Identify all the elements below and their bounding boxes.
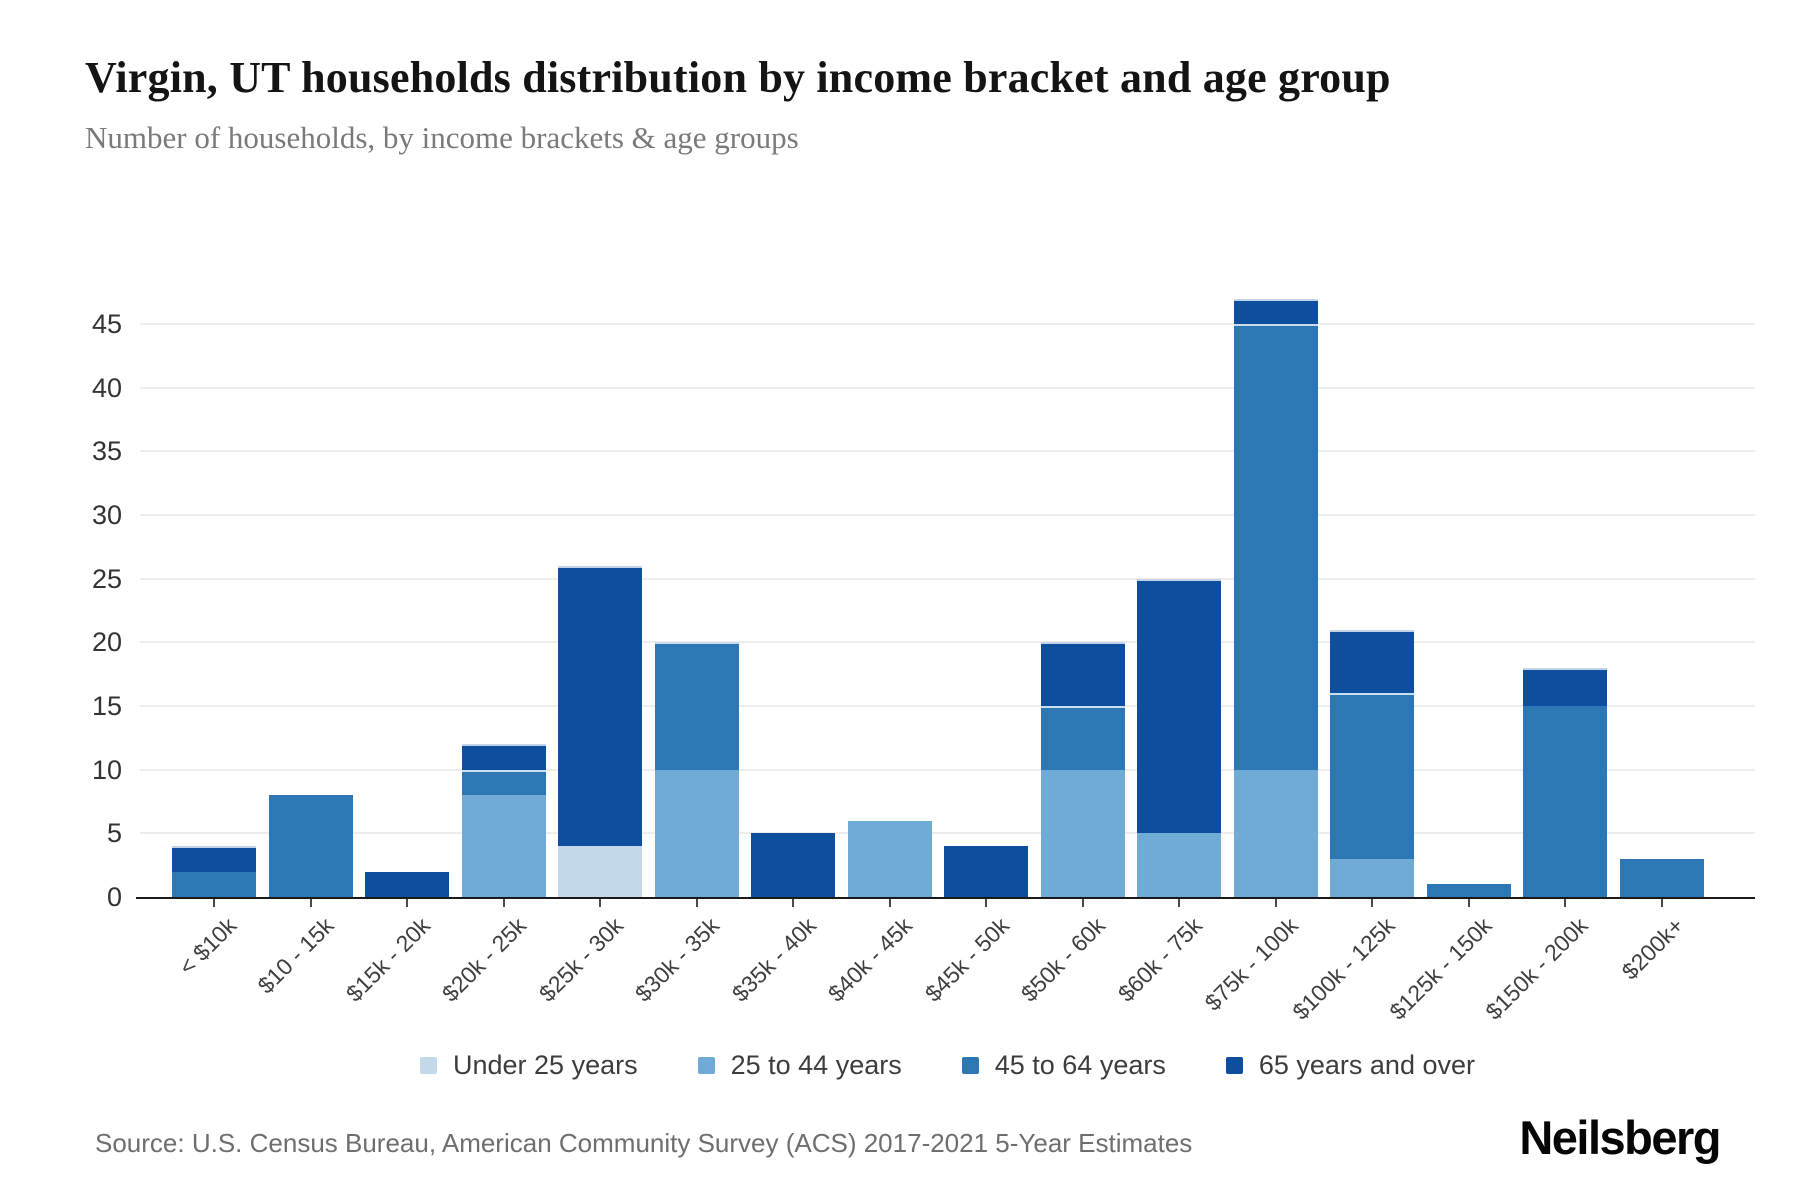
legend-label: 45 to 64 years bbox=[994, 1050, 1166, 1080]
x-axis-tick bbox=[1564, 899, 1566, 907]
x-axis-tick-label: $10 - 15k bbox=[251, 912, 339, 999]
bar-segment[interactable] bbox=[1040, 706, 1125, 770]
x-axis-tick bbox=[1274, 899, 1277, 907]
page-subtitle: Number of households, by income brackets… bbox=[85, 120, 799, 155]
x-axis-tick bbox=[309, 899, 312, 907]
x-axis-tick-label: $60k - 75k bbox=[1112, 912, 1207, 1007]
bar-segment[interactable] bbox=[365, 871, 449, 897]
x-axis-tick-label: $200k+ bbox=[1616, 912, 1690, 985]
bar-segment[interactable] bbox=[654, 769, 739, 897]
x-axis-tick-label: $35k - 40k bbox=[726, 912, 821, 1007]
x-axis-tick bbox=[1467, 899, 1470, 907]
gridline bbox=[140, 323, 1755, 326]
x-axis-tick-label: $75k - 100k bbox=[1199, 912, 1304, 1016]
legend-swatch-icon bbox=[420, 1057, 437, 1074]
legend-swatch-icon bbox=[961, 1057, 979, 1074]
y-axis-tick-label: 40 bbox=[91, 372, 122, 403]
x-axis-tick bbox=[599, 899, 601, 907]
x-axis-tick-label: $100k - 125k bbox=[1287, 912, 1400, 1025]
bar-segment[interactable] bbox=[1233, 324, 1318, 770]
legend-item[interactable]: 25 to 44 years bbox=[697, 1050, 902, 1081]
bar-segment[interactable] bbox=[461, 795, 546, 897]
gridline bbox=[140, 577, 1755, 580]
legend-item[interactable]: Under 25 years bbox=[420, 1050, 638, 1081]
gridline bbox=[140, 768, 1755, 771]
x-axis-line bbox=[136, 897, 1755, 899]
gridline bbox=[140, 705, 1755, 708]
bar-segment[interactable] bbox=[1330, 693, 1414, 859]
y-axis-tick-label: 35 bbox=[91, 436, 122, 467]
bar-segment[interactable] bbox=[1040, 769, 1125, 897]
x-axis-tick-label: $40k - 45k bbox=[822, 912, 918, 1007]
gridline bbox=[140, 514, 1755, 517]
x-axis-tick bbox=[792, 899, 794, 907]
x-axis-tick-label: $15k - 20k bbox=[340, 912, 435, 1007]
bar-segment[interactable] bbox=[1426, 884, 1511, 897]
gridline bbox=[140, 450, 1755, 453]
y-axis-tick-label: 20 bbox=[91, 627, 122, 658]
bar-segment[interactable] bbox=[172, 871, 256, 897]
x-axis-tick bbox=[406, 899, 408, 907]
x-axis-tick-label: $150k - 200k bbox=[1480, 912, 1593, 1025]
y-axis-tick-label: 25 bbox=[91, 563, 122, 594]
x-axis-tick-label: $25k - 30k bbox=[533, 912, 628, 1007]
bar-segment[interactable] bbox=[847, 820, 932, 897]
bar-segment[interactable] bbox=[1619, 858, 1704, 897]
gridline bbox=[140, 386, 1755, 389]
bar-segment[interactable] bbox=[1330, 858, 1414, 897]
x-axis-tick bbox=[502, 899, 505, 907]
bar-segment[interactable] bbox=[172, 846, 256, 872]
x-axis-tick-label: $45k - 50k bbox=[919, 912, 1014, 1007]
neilsberg-logo: Neilsberg bbox=[1519, 1111, 1721, 1164]
y-axis-tick-label: 45 bbox=[91, 309, 122, 340]
bar-segment[interactable] bbox=[1523, 667, 1607, 707]
legend-item[interactable]: 45 to 64 years bbox=[961, 1050, 1166, 1081]
y-axis-tick-label: 0 bbox=[106, 882, 122, 912]
legend-label: 25 to 44 years bbox=[730, 1050, 902, 1080]
x-axis-tick bbox=[1660, 899, 1663, 907]
x-axis-tick bbox=[985, 899, 987, 907]
page-title: Virgin, UT households distribution by in… bbox=[85, 53, 1391, 102]
legend-label: Under 25 years bbox=[453, 1050, 638, 1080]
x-axis-tick-label: $30k - 35k bbox=[629, 912, 725, 1007]
x-axis-tick bbox=[695, 899, 698, 907]
x-axis-tick-label: $125k - 150k bbox=[1383, 912, 1497, 1025]
bar-segment[interactable] bbox=[1137, 578, 1221, 834]
y-axis-tick-label: 30 bbox=[91, 500, 122, 531]
y-axis-tick-label: 5 bbox=[106, 818, 122, 849]
bar-segment[interactable] bbox=[944, 846, 1028, 897]
bar-segment[interactable] bbox=[1233, 769, 1318, 897]
source-attribution: Source: U.S. Census Bureau, American Com… bbox=[95, 1128, 1193, 1158]
y-axis-tick-label: 15 bbox=[91, 691, 122, 722]
bar-segment[interactable] bbox=[1040, 642, 1125, 707]
x-axis-tick bbox=[213, 899, 215, 907]
x-axis-tick-label: $50k - 60k bbox=[1015, 912, 1111, 1007]
x-axis-tick bbox=[1178, 899, 1180, 907]
bar-segment[interactable] bbox=[1523, 706, 1607, 897]
legend-swatch-icon bbox=[697, 1057, 715, 1074]
x-axis-tick-label: $20k - 25k bbox=[436, 912, 532, 1007]
bar-segment[interactable] bbox=[461, 769, 546, 796]
x-axis-tick-label: < $10k bbox=[174, 912, 242, 980]
chart-legend: Under 25 years 25 to 44 years 45 to 64 yea… bbox=[140, 1050, 1755, 1081]
bar-segment[interactable] bbox=[751, 833, 835, 897]
bar-segment[interactable] bbox=[1233, 298, 1318, 325]
bar-segment[interactable] bbox=[1137, 833, 1221, 897]
bar-segment[interactable] bbox=[1330, 629, 1414, 694]
bar-segment[interactable] bbox=[268, 795, 353, 897]
bar-segment[interactable] bbox=[654, 642, 739, 770]
legend-swatch-icon bbox=[1225, 1057, 1243, 1074]
bar-segment[interactable] bbox=[558, 566, 642, 847]
gridline bbox=[140, 641, 1755, 644]
y-axis-tick-label: 10 bbox=[91, 754, 122, 785]
x-axis-tick bbox=[1081, 899, 1084, 907]
legend-item[interactable]: 65 years and over bbox=[1225, 1050, 1475, 1081]
gridline bbox=[140, 832, 1755, 835]
legend-label: 65 years and over bbox=[1258, 1050, 1475, 1080]
bar-chart-plot-area: 0 5 10 15 20 25 30 35 40 45 < $10k $10 - 15k $15k - … bbox=[92, 250, 1755, 1025]
x-axis-tick bbox=[1371, 899, 1373, 907]
x-axis-tick bbox=[888, 899, 891, 907]
bar-segment[interactable] bbox=[461, 744, 546, 770]
bar-segment[interactable] bbox=[558, 846, 642, 897]
